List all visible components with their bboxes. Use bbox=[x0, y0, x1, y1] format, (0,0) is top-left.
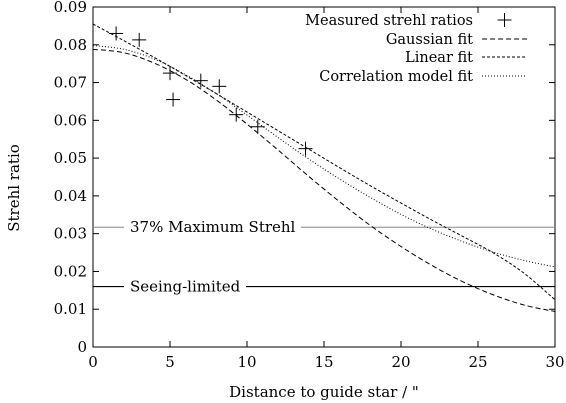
legend: Measured strehl ratios Gaussian fit Line… bbox=[305, 13, 527, 85]
data-point bbox=[193, 73, 208, 88]
y-tick-label: 0.02 bbox=[54, 262, 87, 280]
data-point bbox=[229, 107, 244, 122]
y-tick-label: 0.09 bbox=[54, 0, 87, 16]
legend-label-measured: Measured strehl ratios bbox=[305, 13, 473, 29]
plot-area-border bbox=[92, 6, 556, 348]
x-axis-label: Distance to guide star / " bbox=[229, 383, 419, 401]
legend-swatches bbox=[482, 13, 527, 77]
series-layer bbox=[93, 23, 555, 312]
data-point bbox=[212, 79, 227, 94]
y-tick-label: 0.05 bbox=[54, 149, 87, 167]
data-point bbox=[132, 32, 147, 47]
data-point bbox=[298, 141, 313, 156]
fit-line-2 bbox=[93, 23, 555, 301]
x-tick-label: 10 bbox=[237, 353, 256, 371]
reference-line-label: Seeing-limited bbox=[130, 278, 241, 296]
x-tick-label: 0 bbox=[88, 353, 98, 371]
plot-frame bbox=[92, 6, 556, 348]
y-tick-label: 0.01 bbox=[54, 300, 87, 318]
x-tick-label: 15 bbox=[314, 353, 333, 371]
reference-lines: 37% Maximum Strehl Seeing-limited bbox=[93, 218, 555, 296]
x-tick-label: 30 bbox=[545, 353, 564, 371]
y-tick-label: 0.03 bbox=[54, 225, 87, 243]
y-tick-label: 0 bbox=[77, 338, 87, 356]
y-tick-label: 0.07 bbox=[54, 74, 87, 92]
y-tick-label: 0.04 bbox=[54, 187, 87, 205]
x-tick-label: 25 bbox=[468, 353, 487, 371]
data-point bbox=[250, 119, 265, 134]
legend-label-gaussian: Gaussian fit bbox=[386, 32, 473, 48]
legend-label-linear: Linear fit bbox=[405, 50, 473, 66]
axis-ticks: 0 5 10 15 20 25 30 0 0.01 0.02 0.03 0.04 0.05 0.06 0.0… bbox=[54, 0, 565, 371]
data-point bbox=[166, 92, 181, 107]
legend-label-correlation: Correlation model fit bbox=[319, 69, 473, 85]
fit-line-3 bbox=[93, 45, 555, 268]
data-point bbox=[163, 66, 177, 81]
x-tick-label: 20 bbox=[391, 353, 410, 371]
y-tick-label: 0.06 bbox=[54, 111, 87, 129]
y-axis-label: Strehl ratio bbox=[5, 144, 23, 232]
fit-line-1 bbox=[93, 48, 555, 312]
reference-line-label: 37% Maximum Strehl bbox=[130, 218, 296, 236]
y-tick-label: 0.08 bbox=[54, 36, 87, 54]
x-tick-label: 5 bbox=[165, 353, 175, 371]
